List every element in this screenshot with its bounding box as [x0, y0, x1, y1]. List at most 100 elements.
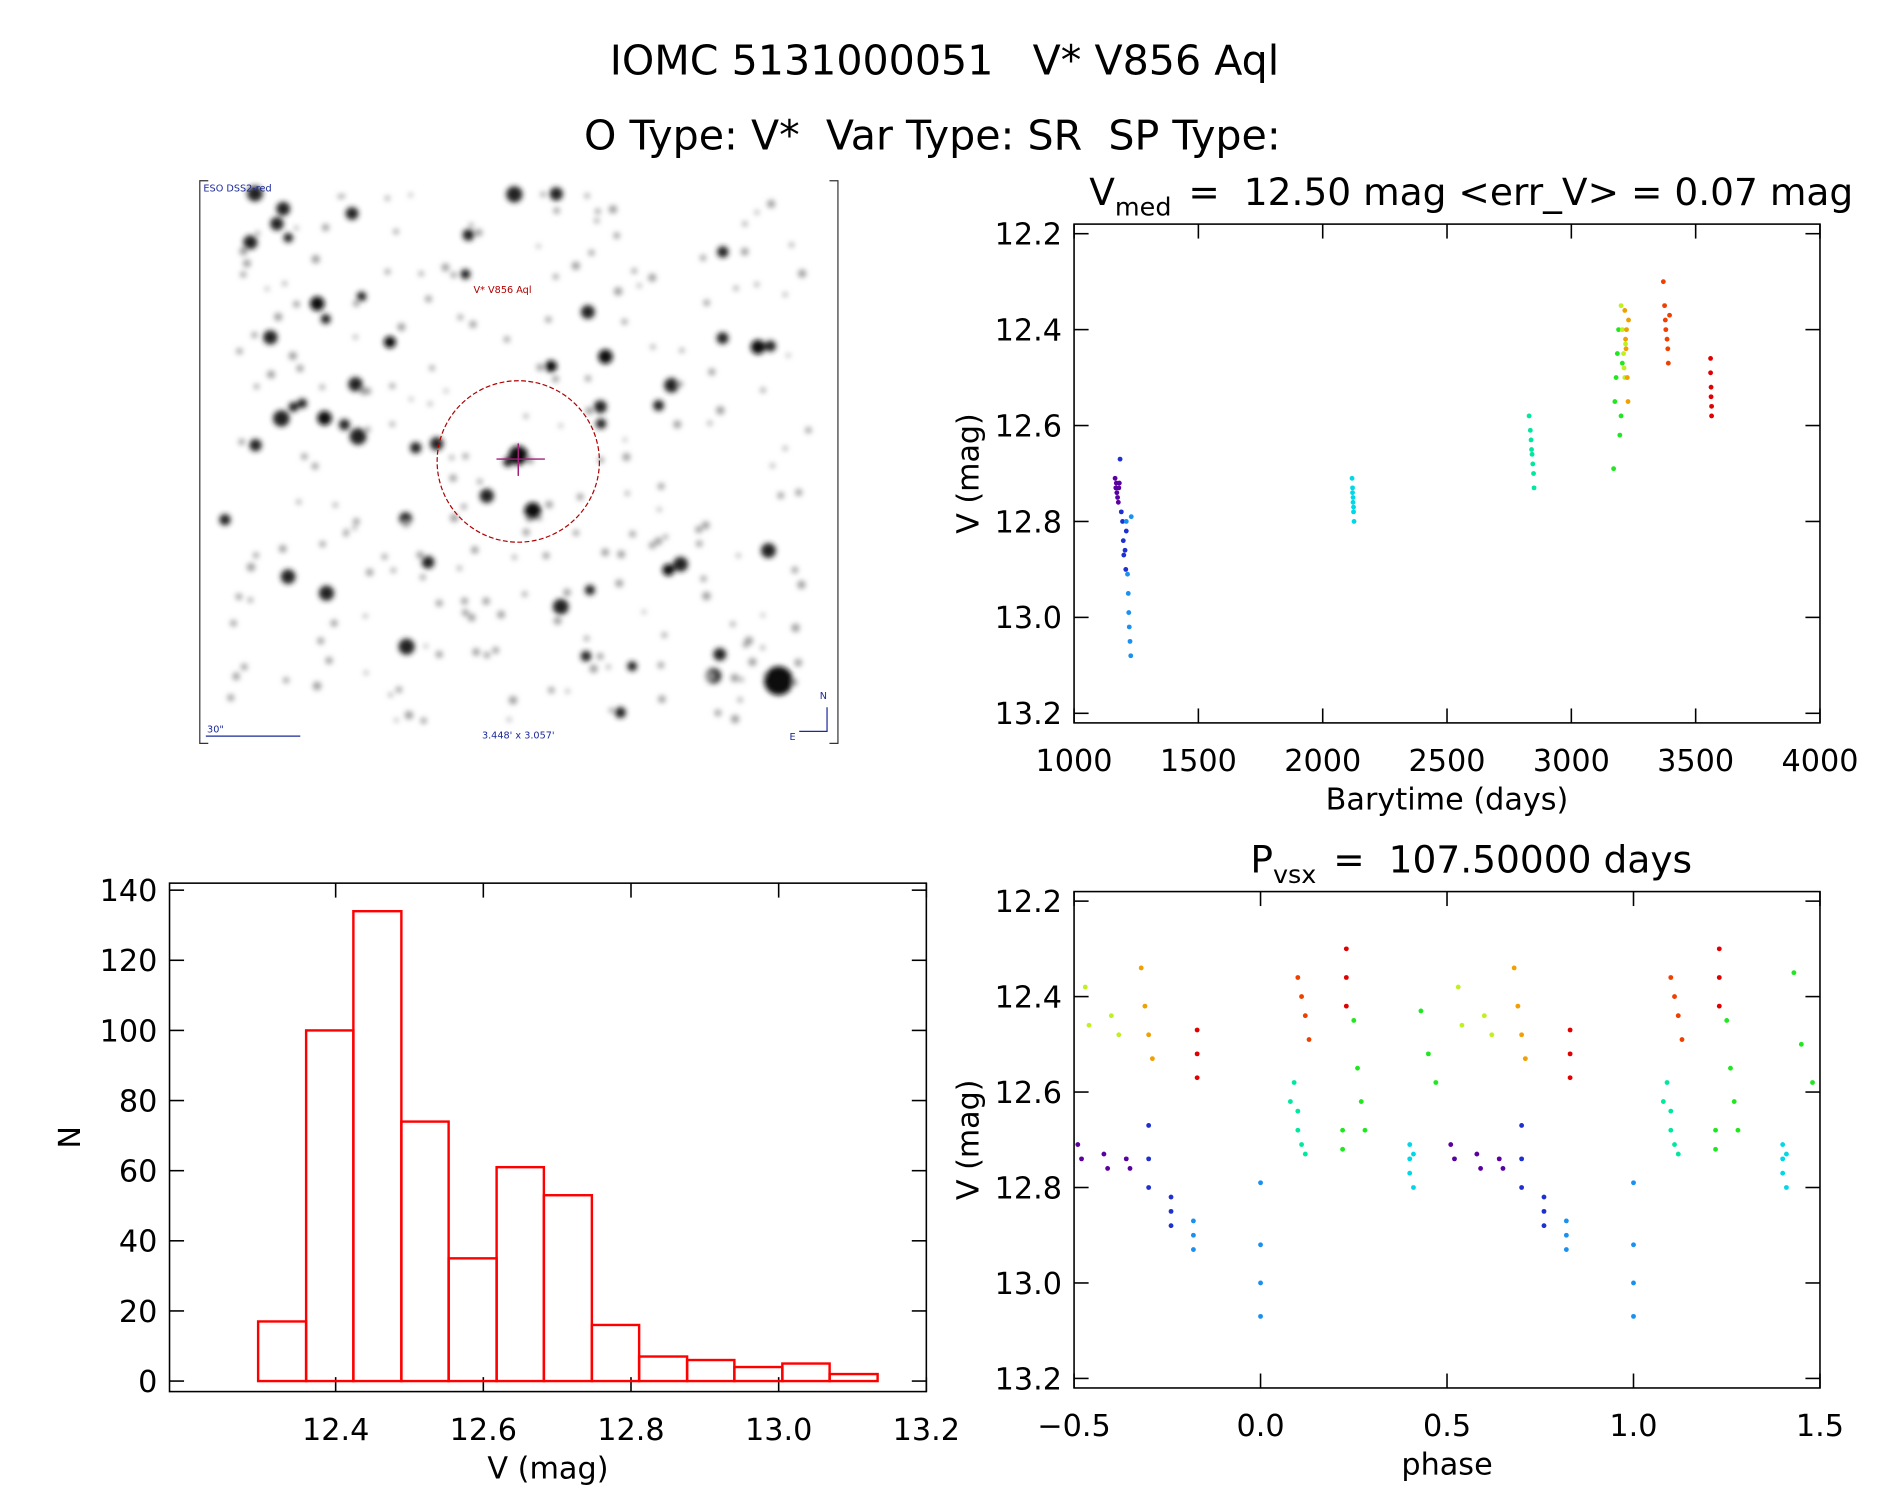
data-point [1086, 1022, 1092, 1028]
data-point [1118, 509, 1124, 515]
star [658, 695, 666, 703]
data-point [1665, 360, 1671, 366]
data-point [1489, 1032, 1495, 1038]
star [526, 456, 534, 464]
y-tick-label: 13.2 [995, 1362, 1062, 1397]
data-point [1675, 1013, 1681, 1019]
data-point [1631, 1180, 1636, 1186]
star [595, 418, 607, 430]
data-point [1478, 1166, 1484, 1171]
star [456, 565, 462, 571]
star [588, 249, 595, 256]
data-point [1258, 1180, 1263, 1186]
plot-frame [1073, 890, 1821, 1389]
star [716, 332, 729, 345]
data-point [1340, 1127, 1346, 1133]
star [273, 410, 290, 427]
star [700, 254, 707, 261]
data-point [1567, 1051, 1573, 1057]
y-tick-label: 0 [138, 1365, 157, 1400]
star [471, 546, 479, 554]
star [449, 474, 457, 482]
star [563, 588, 571, 597]
image-bracket [199, 180, 839, 744]
star [393, 228, 399, 235]
star [777, 492, 785, 499]
star [621, 318, 628, 325]
data-point [1672, 994, 1677, 999]
title-subscript: vsx [1273, 859, 1316, 889]
star [288, 351, 297, 360]
data-point [1302, 1013, 1308, 1019]
data-point [1541, 1223, 1547, 1229]
data-point [1735, 1127, 1741, 1133]
x-tick-label: 2500 [1409, 744, 1486, 779]
data-point [1343, 1003, 1349, 1009]
data-point [1351, 519, 1357, 524]
star [479, 488, 494, 503]
star [311, 255, 320, 264]
star [679, 348, 685, 353]
star [296, 364, 304, 372]
star [701, 521, 710, 530]
histogram-bar [590, 1323, 641, 1383]
star [348, 377, 363, 392]
y-tick-label: 60 [119, 1155, 158, 1190]
star [657, 482, 665, 490]
data-point [1668, 1108, 1674, 1114]
data-point [1146, 1185, 1152, 1190]
star [420, 717, 427, 724]
star [608, 707, 614, 713]
star [584, 193, 590, 199]
star [553, 616, 562, 625]
data-point [1500, 1166, 1506, 1171]
data-point [1287, 1099, 1293, 1105]
data-point [1668, 975, 1674, 980]
histogram-bar [781, 1362, 831, 1383]
star [545, 500, 553, 509]
data-point [1194, 1075, 1200, 1081]
star [522, 528, 530, 536]
data-point [1780, 1156, 1786, 1162]
star [730, 621, 736, 627]
star [553, 207, 560, 214]
data-point [1541, 1208, 1547, 1214]
star [664, 377, 679, 393]
star [263, 330, 278, 345]
star [642, 610, 646, 614]
star [702, 591, 711, 601]
star [742, 221, 748, 227]
star [536, 244, 541, 249]
star [761, 613, 765, 617]
star [786, 353, 791, 358]
star [337, 194, 343, 199]
data-point [1668, 1127, 1674, 1133]
x-tick-label: 12.6 [450, 1413, 517, 1448]
data-point [1791, 970, 1797, 976]
y-tick-label: 100 [100, 1014, 158, 1049]
x-tick-label: −0.5 [1037, 1409, 1110, 1444]
y-tick-label: 20 [119, 1295, 158, 1330]
data-point [1123, 567, 1129, 572]
title-symbol: P [1250, 837, 1273, 881]
star [312, 681, 322, 691]
data-point [1664, 336, 1670, 342]
data-point [1115, 499, 1121, 505]
data-point [1474, 1151, 1480, 1157]
data-point [1713, 1146, 1718, 1152]
x-tick-label: 2000 [1284, 744, 1361, 779]
data-point [1121, 552, 1127, 558]
star [247, 185, 263, 202]
star [742, 642, 749, 648]
scale-label: 30" [207, 725, 224, 736]
data-point [1664, 1080, 1670, 1085]
star [492, 646, 500, 654]
star [429, 365, 435, 371]
star [552, 598, 569, 615]
data-point [1108, 1013, 1114, 1019]
data-point [1138, 965, 1144, 971]
data-point [1295, 1108, 1301, 1114]
star [462, 228, 475, 241]
star [608, 205, 618, 214]
